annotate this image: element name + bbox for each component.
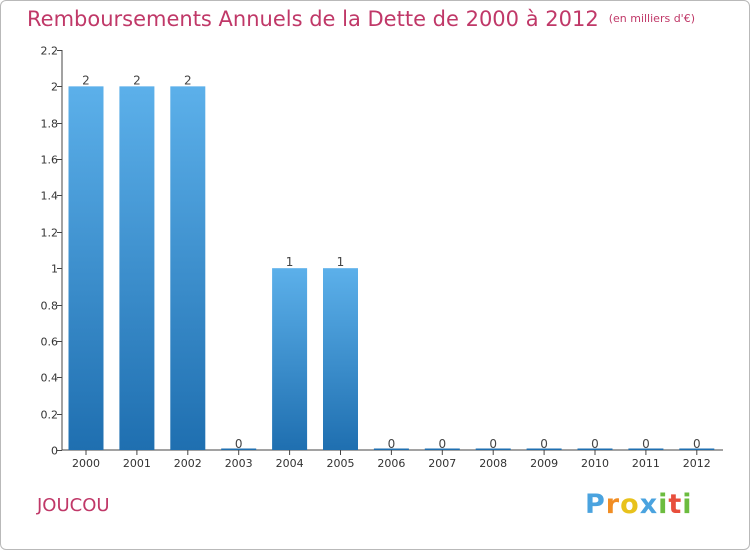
y-tick-label: 0 <box>51 445 58 458</box>
brand-letter: r <box>605 489 621 520</box>
bar <box>628 448 664 450</box>
chart-title: Remboursements Annuels de la Dette de 20… <box>27 7 695 31</box>
y-tick-label: 0.8 <box>41 300 59 313</box>
data-label: 2 <box>133 73 141 87</box>
x-tick-label: 2010 <box>581 457 609 470</box>
brand-logo: Proxiti <box>585 489 693 520</box>
bar <box>170 86 206 450</box>
bar <box>679 448 715 450</box>
x-tick-label: 2000 <box>72 457 100 470</box>
brand-letter: i <box>658 489 669 520</box>
y-tick-label: 0.2 <box>41 409 59 422</box>
x-tick-label: 2009 <box>530 457 558 470</box>
y-tick-label: 2 <box>51 81 58 94</box>
bar <box>221 448 257 450</box>
data-label: 2 <box>184 73 192 87</box>
data-label: 0 <box>438 437 446 451</box>
data-label: 1 <box>286 255 294 269</box>
brand-letter: x <box>639 489 659 520</box>
commune-name: JOUCOU <box>37 495 110 516</box>
x-tick-label: 2002 <box>174 457 202 470</box>
data-label: 1 <box>337 255 345 269</box>
data-label: 0 <box>540 437 548 451</box>
data-label: 0 <box>693 437 701 451</box>
x-tick-label: 2012 <box>683 457 711 470</box>
x-tick-label: 2008 <box>479 457 507 470</box>
brand-letter: i <box>682 489 693 520</box>
y-tick-label: 1.4 <box>41 190 59 203</box>
bar <box>475 448 511 450</box>
x-tick-label: 2004 <box>276 457 304 470</box>
bar <box>424 448 460 450</box>
y-tick-label: 1.6 <box>41 154 59 167</box>
data-label: 2 <box>82 73 90 87</box>
brand-letter: P <box>585 489 606 520</box>
data-label: 0 <box>642 437 650 451</box>
x-tick-label: 2011 <box>632 457 660 470</box>
y-tick-label: 1 <box>51 263 58 276</box>
x-tick-label: 2007 <box>428 457 456 470</box>
bar <box>272 268 308 450</box>
x-tick-label: 2006 <box>377 457 405 470</box>
y-tick-label: 2.2 <box>41 45 59 58</box>
y-tick-label: 1.2 <box>41 227 59 240</box>
data-label: 0 <box>489 437 497 451</box>
y-tick-label: 0.6 <box>41 336 59 349</box>
y-tick-label: 0.4 <box>41 372 59 385</box>
x-tick-label: 2005 <box>327 457 355 470</box>
data-label: 0 <box>388 437 396 451</box>
data-label: 0 <box>591 437 599 451</box>
bar <box>577 448 613 450</box>
bar <box>119 86 155 450</box>
data-label: 0 <box>235 437 243 451</box>
brand-letter: t <box>668 489 683 520</box>
x-tick-label: 2003 <box>225 457 253 470</box>
bar <box>526 448 562 450</box>
x-tick-label: 2001 <box>123 457 151 470</box>
brand-letter: o <box>620 489 640 520</box>
bar <box>68 86 104 450</box>
chart-title-text: Remboursements Annuels de la Dette de 20… <box>27 7 599 31</box>
bar <box>323 268 358 450</box>
bar <box>373 448 409 450</box>
y-tick-label: 1.8 <box>41 118 59 131</box>
chart-unit: (en milliers d'€) <box>608 12 695 25</box>
